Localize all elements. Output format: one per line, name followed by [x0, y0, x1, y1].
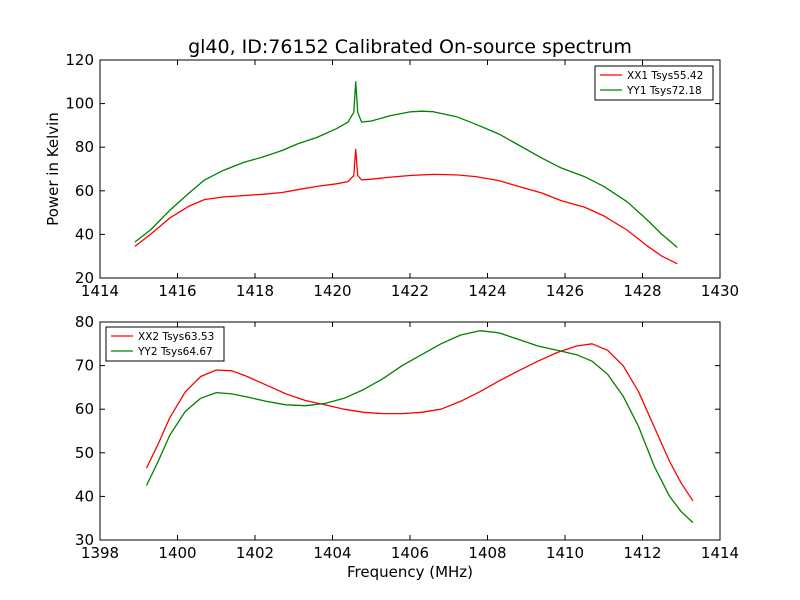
legend-label: YY2 Tsys64.67	[137, 346, 213, 358]
legend-box	[594, 65, 714, 101]
x-tick-label: 1410	[546, 544, 584, 562]
y-tick-label: 60	[75, 400, 94, 418]
x-tick-label: 1422	[391, 282, 429, 300]
x-tick-label: 1414	[701, 544, 739, 562]
x-axis-label: Frequency (MHz)	[347, 563, 473, 581]
x-tick-label: 1402	[236, 544, 274, 562]
x-tick-label: 1412	[623, 544, 661, 562]
y-axis-label: Power in Kelvin	[44, 112, 62, 226]
top-panel: 1414 1416 1418 1420 1422 1424 1426 1428 1430 20 40…	[65, 51, 739, 300]
y-tick-label: 100	[65, 95, 94, 113]
y-tick-label: 120	[65, 51, 94, 69]
x-tick-label: 1430	[701, 282, 739, 300]
x-tick-label: 1424	[468, 282, 506, 300]
y-tick-label: 80	[75, 313, 94, 331]
x-tick-label: 1418	[236, 282, 274, 300]
x-tick-label: 1416	[158, 282, 196, 300]
y-tick-label: 40	[75, 487, 94, 505]
series-line-yy	[145, 330, 694, 524]
x-tick-label: 1404	[313, 544, 351, 562]
x-tick-label: 1426	[546, 282, 584, 300]
series-line-xx	[145, 343, 694, 502]
x-tick-label: 1408	[468, 544, 506, 562]
y-tick-label: 20	[75, 269, 94, 287]
legend-box	[105, 326, 225, 362]
x-tick-label: 1428	[623, 282, 661, 300]
series-line-xx	[134, 148, 678, 265]
y-tick-label: 50	[75, 444, 94, 462]
y-tick-label: 80	[75, 138, 94, 156]
y-tick-label: 60	[75, 182, 94, 200]
bottom-panel: 1398 1400 1402 1404 1406 1408 1410 1412 1414 30 40…	[75, 313, 739, 562]
x-tick-label: 1400	[158, 544, 196, 562]
legend-label: XX2 Tsys63.53	[138, 331, 214, 343]
x-tick-label: 1420	[313, 282, 351, 300]
x-tick-label: 1398	[81, 544, 119, 562]
y-tick-label: 70	[75, 357, 94, 375]
y-tick-label: 40	[75, 225, 94, 243]
series-line-yy	[134, 81, 678, 248]
x-tick-label: 1414	[81, 282, 119, 300]
figure-title: gl40, ID:76152 Calibrated On-source spec…	[188, 36, 632, 58]
y-tick-label: 30	[75, 531, 94, 549]
x-tick-label: 1406	[391, 544, 429, 562]
legend-label: YY1 Tsys72.18	[626, 85, 702, 97]
legend-label: XX1 Tsys55.42	[627, 70, 703, 82]
